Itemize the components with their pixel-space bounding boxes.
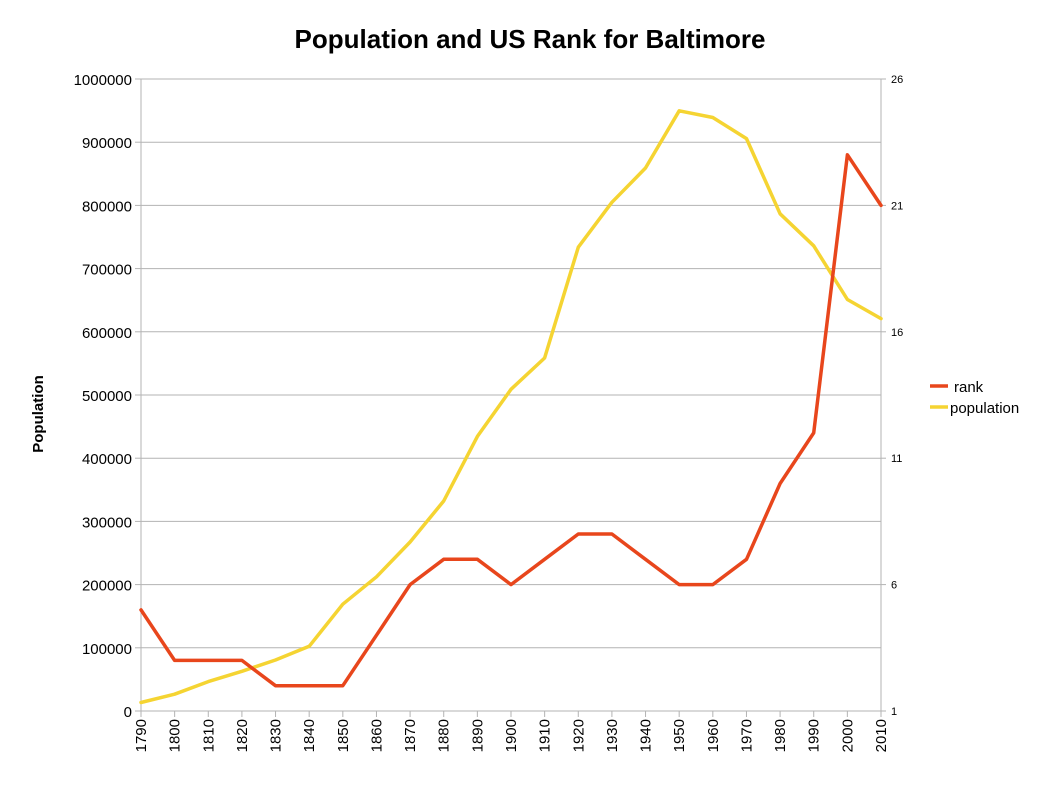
x-tick-label: 1860 (368, 719, 385, 752)
y-tick-label: 300000 (82, 514, 132, 531)
y-tick-label: 700000 (82, 262, 132, 279)
x-tick-label: 1950 (671, 719, 688, 752)
y2-tick-label: 16 (891, 327, 903, 339)
series-lines (141, 111, 881, 703)
axes: 0 100000 200000 300000 400000 500000 600000 700… (74, 72, 904, 752)
x-tick-label: 1800 (167, 719, 184, 752)
series-line-population (141, 111, 881, 703)
y-tick-label: 800000 (82, 198, 132, 215)
x-tick-label: 1920 (570, 719, 587, 752)
series-line-rank (141, 155, 881, 686)
y-tick-label: 400000 (82, 451, 132, 468)
y-tick-label: 900000 (82, 135, 132, 152)
y-tick-label: 0 (124, 704, 132, 721)
legend-label-rank: rank (954, 379, 984, 396)
x-tick-label: 1910 (537, 719, 554, 752)
y2-tick-label: 6 (891, 580, 897, 592)
x-tick-label: 1820 (234, 719, 251, 752)
y2-tick-label: 26 (891, 74, 903, 86)
y2-tick-label: 21 (891, 200, 903, 212)
x-tick-label: 1890 (469, 719, 486, 752)
x-tick-label: 2010 (873, 719, 890, 752)
y-tick-label: 500000 (82, 388, 132, 405)
legend-label-population: population (950, 400, 1019, 417)
x-tick-label: 1900 (503, 719, 520, 752)
y-tick-label: 600000 (82, 325, 132, 342)
x-tick-label: 2000 (839, 719, 856, 752)
x-tick-label: 1870 (402, 719, 419, 752)
y-tick-label: 200000 (82, 578, 132, 595)
y2-tick-label: 1 (891, 706, 897, 718)
x-tick-label: 1940 (638, 719, 655, 752)
x-tick-label: 1830 (268, 719, 285, 752)
x-tick-label: 1790 (133, 719, 150, 752)
chart-title: Population and US Rank for Baltimore (295, 24, 766, 54)
x-tick-label: 1840 (301, 719, 318, 752)
legend: rank population (930, 379, 1019, 417)
gridlines (141, 79, 881, 711)
y-axis-label: Population (30, 375, 47, 453)
x-tick-label: 1960 (705, 719, 722, 752)
x-tick-label: 1810 (200, 719, 217, 752)
x-tick-label: 1930 (604, 719, 621, 752)
x-tick-label: 1990 (806, 719, 823, 752)
y2-tick-label: 11 (891, 453, 902, 465)
x-tick-label: 1970 (738, 719, 755, 752)
y-tick-label: 1000000 (74, 72, 132, 89)
x-tick-label: 1850 (335, 719, 352, 752)
x-tick-label: 1980 (772, 719, 789, 752)
x-tick-label: 1880 (436, 719, 453, 752)
y-tick-label: 100000 (82, 641, 132, 658)
